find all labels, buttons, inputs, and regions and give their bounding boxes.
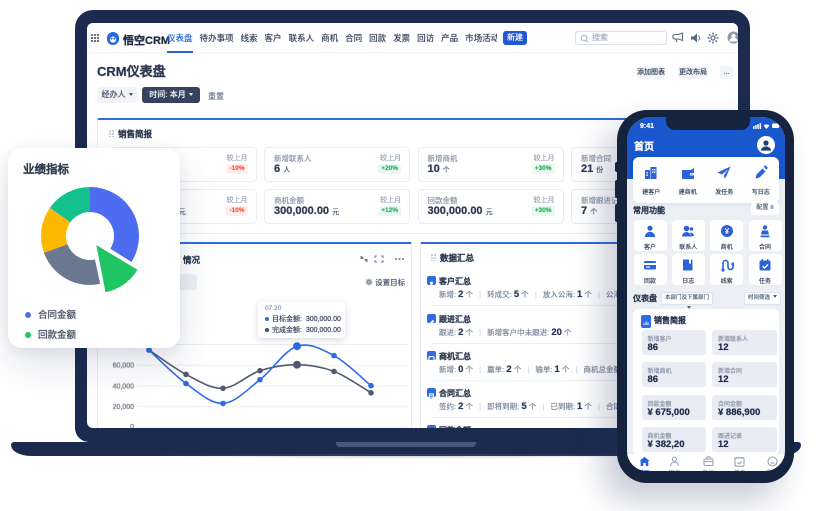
svg-text:¥: ¥ [724, 227, 729, 236]
